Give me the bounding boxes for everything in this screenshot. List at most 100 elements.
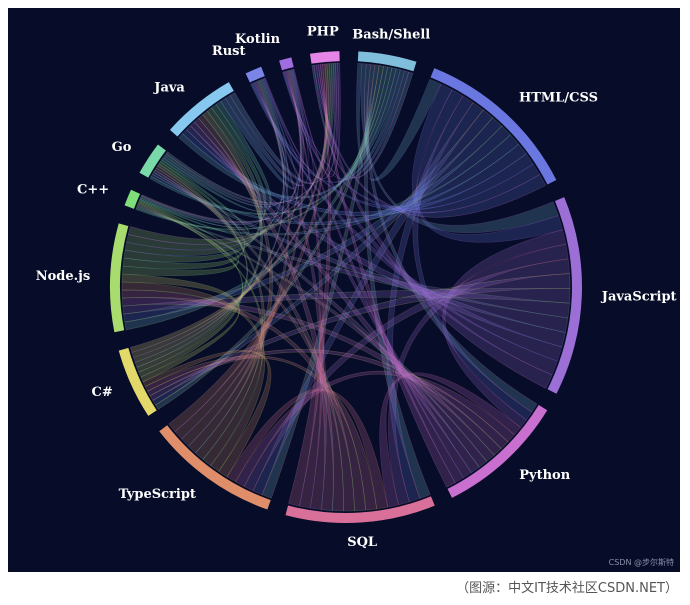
chord [135, 125, 511, 236]
chord [122, 161, 245, 270]
ribbons [121, 62, 571, 512]
chord [149, 273, 571, 401]
group-arc [109, 223, 129, 333]
chord [152, 109, 494, 406]
chord [262, 68, 315, 181]
chord [127, 63, 331, 245]
chord [386, 95, 474, 503]
source-note: （图源：中文IT技术社区CSDN.NET） [456, 580, 678, 596]
chord [235, 370, 515, 487]
chord [131, 70, 302, 358]
group-arc [124, 189, 141, 209]
chord [155, 65, 384, 410]
chord [288, 63, 331, 507]
chord [379, 372, 521, 508]
group-label: C# [92, 385, 113, 400]
group-arc [279, 57, 294, 71]
chord [283, 71, 558, 376]
chord [412, 89, 533, 421]
chord [442, 229, 567, 428]
group-arc [447, 405, 548, 498]
chord [122, 199, 239, 276]
chord [263, 62, 339, 180]
chord [147, 349, 509, 450]
chord [360, 63, 559, 234]
chord [282, 70, 410, 180]
chord [411, 83, 563, 243]
group-label: SQL [347, 535, 377, 550]
chord [261, 64, 380, 499]
group-arc [430, 68, 557, 185]
group-label: Rust [212, 44, 246, 59]
chord [164, 69, 305, 206]
group-label: Node.js [36, 269, 90, 284]
chord [137, 203, 355, 512]
chord [182, 129, 527, 217]
chord [121, 297, 502, 456]
chord [253, 81, 472, 479]
chord [168, 63, 328, 433]
chord [243, 258, 570, 492]
chord [149, 67, 397, 215]
chord [161, 100, 272, 212]
chord [121, 273, 240, 383]
chord [122, 288, 571, 315]
group-label: Bash/Shell [352, 28, 430, 43]
group-arc [118, 347, 157, 416]
chord [174, 70, 304, 440]
chord [194, 117, 334, 511]
chord [121, 281, 266, 472]
chord [134, 110, 263, 368]
group-label: HTML/CSS [519, 91, 598, 106]
chord [139, 104, 267, 228]
chord [137, 202, 265, 467]
chord [364, 64, 431, 499]
chord [124, 65, 389, 331]
chord [150, 134, 520, 225]
chord [123, 107, 263, 263]
arcs: Bash/Shell HTML/CSS JavaScript Python SQL Typ… [36, 25, 677, 550]
chord [165, 63, 335, 204]
chord [311, 64, 414, 179]
group-arc [309, 51, 340, 64]
group-label: PHP [307, 25, 339, 40]
group-arc [159, 425, 271, 510]
chord [220, 78, 297, 189]
chord [186, 125, 566, 348]
chord [313, 64, 547, 218]
chord [317, 64, 456, 488]
chord [154, 167, 344, 512]
group-label: Go [112, 140, 132, 155]
group-label: Java [153, 81, 185, 96]
chord [139, 159, 249, 236]
group-label: C++ [77, 182, 109, 197]
group-label: TypeScript [119, 487, 196, 502]
chord [136, 163, 248, 373]
chord [285, 70, 325, 509]
chord [144, 355, 378, 511]
group-label: Python [519, 468, 570, 483]
chord [250, 69, 405, 183]
chord [124, 79, 285, 256]
chord [284, 70, 464, 484]
group-arc [357, 51, 417, 72]
chord [135, 66, 393, 231]
chord [162, 78, 289, 208]
chord [190, 121, 480, 474]
chord [226, 388, 389, 510]
chord [283, 71, 541, 214]
group-arc [139, 144, 166, 178]
chord [187, 114, 273, 454]
chord [133, 80, 285, 363]
chord [136, 204, 495, 462]
chord [121, 289, 367, 512]
chord [224, 69, 310, 187]
chord [142, 350, 272, 478]
chord [356, 62, 442, 181]
chord [252, 102, 484, 496]
chord [140, 69, 303, 224]
chord [252, 82, 563, 362]
chord [229, 62, 337, 185]
chord [292, 62, 341, 177]
chord [141, 63, 333, 223]
